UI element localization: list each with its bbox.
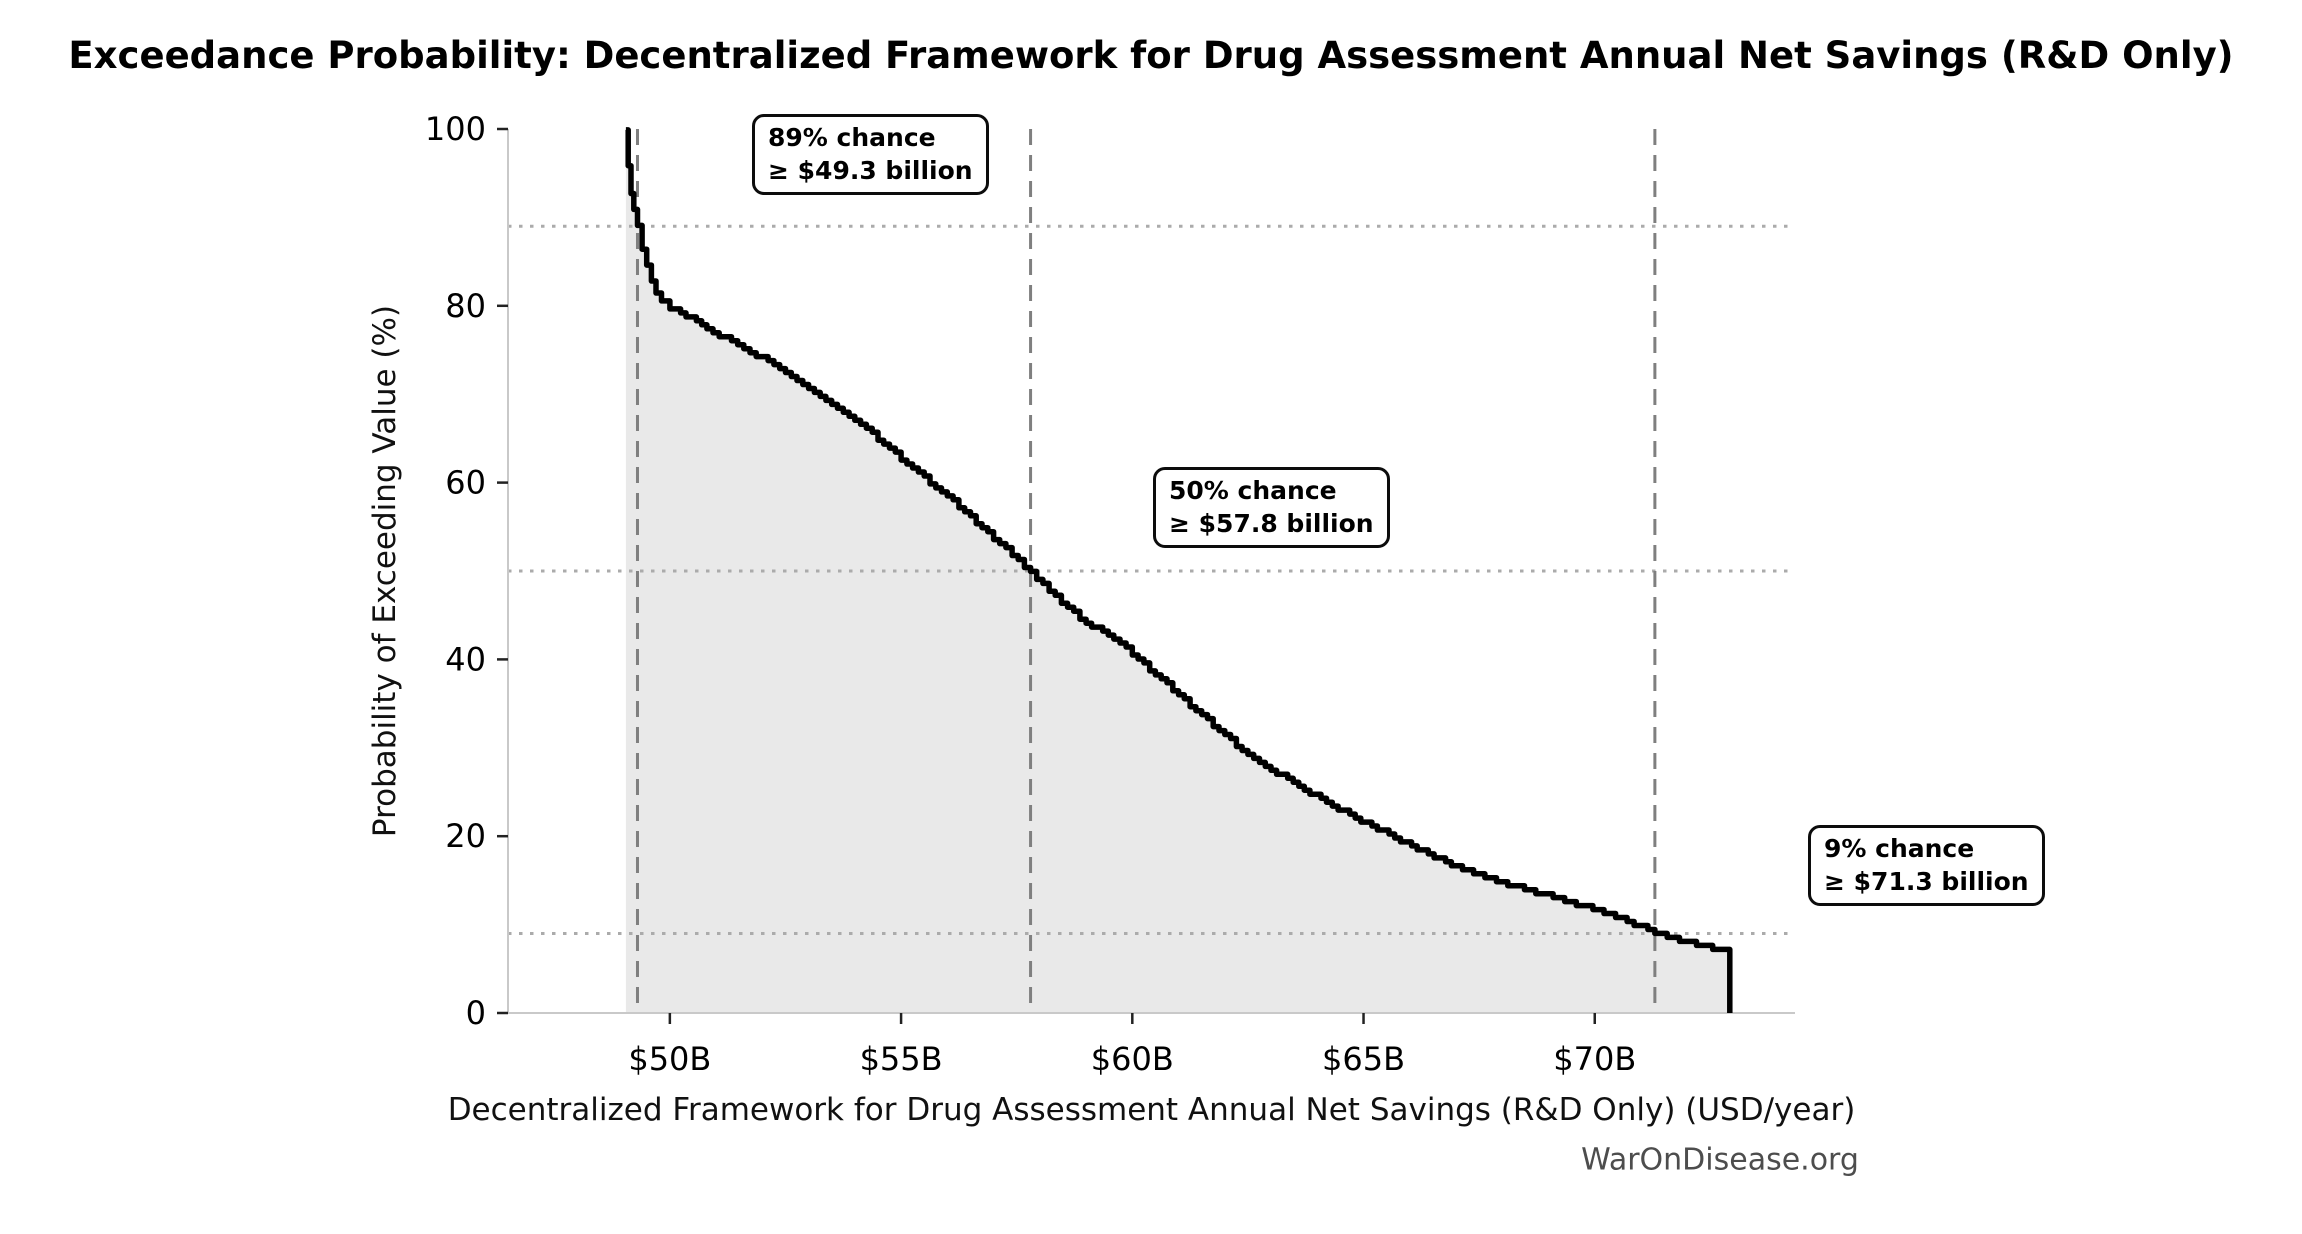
annotation-box: 50% chance ≥ $57.8 billion	[1153, 467, 1390, 548]
chart-title: Exceedance Probability: Decentralized Fr…	[68, 34, 2234, 77]
y-tick-label: 100	[425, 110, 486, 148]
y-axis-title: Probability of Exceeding Value (%)	[367, 304, 403, 838]
x-tick-label: $60B	[1091, 1040, 1174, 1078]
annotation-box: 89% chance ≥ $49.3 billion	[752, 114, 989, 195]
x-tick-label: $70B	[1553, 1040, 1636, 1078]
area-fill	[625, 129, 1730, 1013]
y-tick-label: 80	[445, 287, 486, 325]
y-tick-label: 0	[466, 994, 486, 1032]
x-tick-label: $55B	[860, 1040, 943, 1078]
x-tick-label: $65B	[1322, 1040, 1405, 1078]
x-tick-label: $50B	[628, 1040, 711, 1078]
y-tick-label: 20	[445, 817, 486, 855]
y-tick-label: 60	[445, 464, 486, 502]
annotation-box: 9% chance ≥ $71.3 billion	[1808, 825, 2045, 906]
x-axis-title: Decentralized Framework for Drug Assessm…	[447, 1092, 1856, 1128]
watermark: WarOnDisease.org	[1581, 1142, 1859, 1178]
exceedance-curve	[625, 127, 1733, 1013]
y-tick-label: 40	[445, 640, 486, 678]
